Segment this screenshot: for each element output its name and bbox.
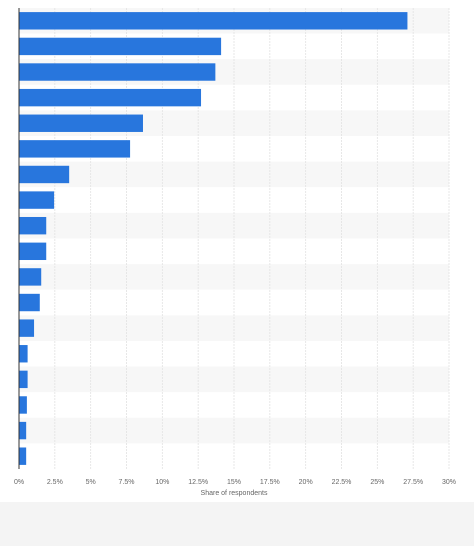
- bar: [19, 242, 47, 261]
- bar: [19, 140, 131, 158]
- x-tick-label: 12.5%: [188, 479, 208, 486]
- bar: [19, 370, 28, 389]
- row-band: [19, 417, 449, 444]
- bar: [19, 88, 202, 107]
- bar: [19, 165, 70, 184]
- bar: [19, 293, 40, 312]
- bar: [19, 447, 27, 465]
- bar: [19, 421, 27, 440]
- bar: [19, 191, 55, 209]
- bar: [19, 396, 27, 414]
- row-band: [19, 315, 449, 341]
- x-tick-label: 0%: [14, 479, 24, 486]
- bar: [19, 268, 42, 286]
- bar: [19, 37, 222, 56]
- bar: [19, 319, 35, 337]
- bar: [19, 216, 47, 235]
- bar: [19, 345, 28, 363]
- x-axis-label: Share of respondents: [201, 490, 268, 497]
- row-band: [19, 366, 449, 393]
- x-tick-label: 10%: [155, 479, 169, 486]
- x-tick-label: 5%: [86, 479, 96, 486]
- bar: [19, 63, 216, 81]
- x-tick-label: 15%: [227, 479, 241, 486]
- x-tick-label: 17.5%: [260, 479, 280, 486]
- bar: [19, 114, 143, 132]
- x-tick-label: 22.5%: [332, 479, 352, 486]
- bar: [19, 12, 408, 30]
- x-tick-label: 2.5%: [47, 479, 63, 486]
- x-tick-label: 25%: [370, 479, 384, 486]
- x-tick-label: 27.5%: [403, 479, 423, 486]
- x-tick-label: 7.5%: [119, 479, 135, 486]
- x-tick-label: 20%: [299, 479, 313, 486]
- x-tick-label: 30%: [442, 479, 456, 486]
